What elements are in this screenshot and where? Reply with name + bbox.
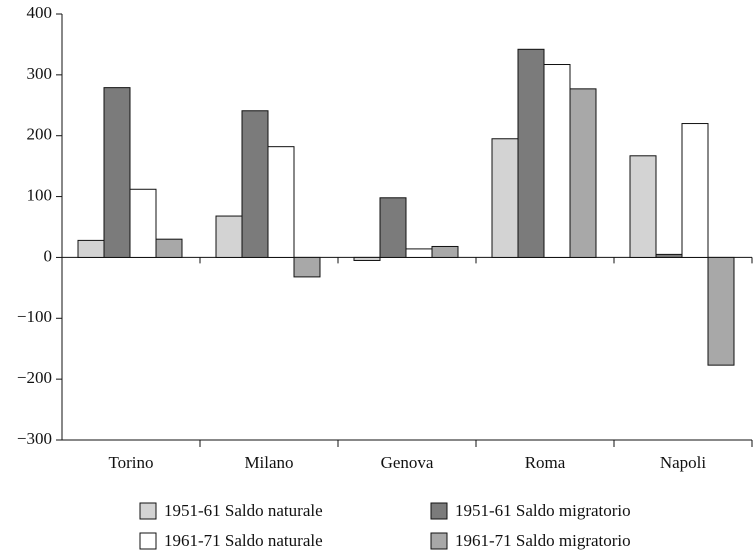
y-tick-label: 300 (27, 64, 53, 83)
legend-label: 1951-61 Saldo naturale (164, 501, 323, 520)
legend-swatch (430, 502, 448, 520)
legend-label: 1961-71 Saldo migratorio (455, 531, 631, 550)
bar (681, 123, 709, 258)
bar (491, 138, 519, 258)
bar (215, 215, 243, 258)
legend-swatch (430, 532, 448, 550)
legend-label: 1961-71 Saldo naturale (164, 531, 323, 550)
bar (431, 245, 459, 258)
bar (655, 253, 683, 258)
bar (241, 110, 269, 258)
bar (517, 48, 545, 258)
x-tick-label: Milano (244, 453, 293, 472)
bar (293, 256, 321, 278)
bar (103, 87, 131, 258)
y-tick-label: −200 (17, 368, 52, 387)
y-tick-label: 400 (27, 3, 53, 22)
bar (155, 238, 183, 258)
x-tick-label: Genova (381, 453, 434, 472)
legend-swatch (139, 502, 157, 520)
legend-label: 1951-61 Saldo migratorio (455, 501, 631, 520)
bar (267, 146, 295, 258)
bar (405, 248, 433, 258)
bar (379, 197, 407, 258)
x-tick-label: Napoli (660, 453, 707, 472)
y-tick-label: −300 (17, 429, 52, 448)
y-tick-label: 0 (44, 246, 53, 265)
x-tick-label: Torino (108, 453, 153, 472)
bar (569, 88, 597, 258)
y-tick-label: −100 (17, 307, 52, 326)
y-tick-label: 200 (27, 125, 53, 144)
y-tick-label: 100 (27, 185, 53, 204)
bar (543, 64, 571, 258)
bar (353, 256, 381, 261)
legend-swatch (139, 532, 157, 550)
bar (629, 155, 657, 258)
bar (77, 239, 105, 258)
bar (129, 188, 157, 258)
x-tick-label: Roma (525, 453, 566, 472)
bar (707, 256, 735, 366)
